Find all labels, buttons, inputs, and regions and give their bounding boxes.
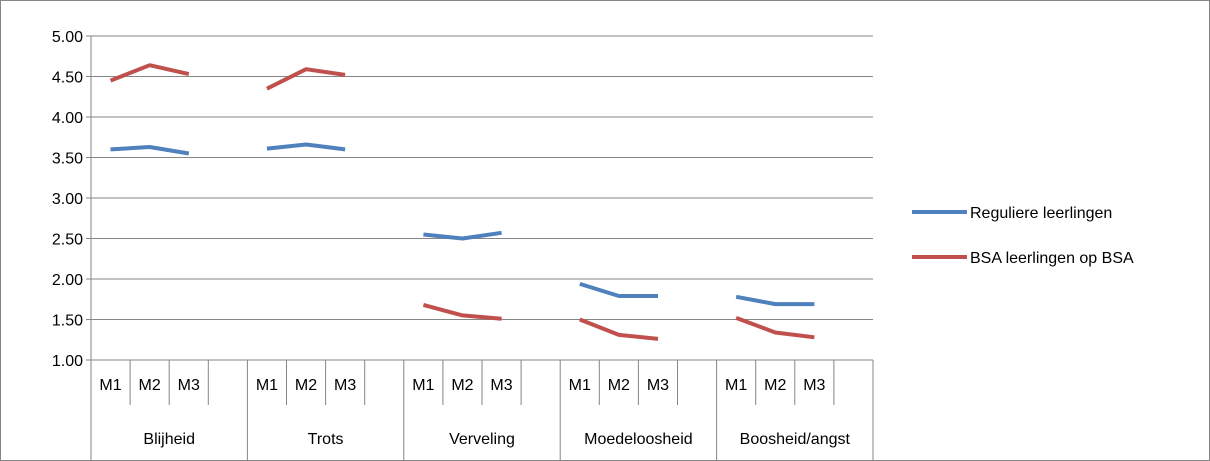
x-group-label: Trots [308,431,344,448]
y-tick-label: 2.00 [52,272,83,289]
x-group-label: Blijheid [143,431,195,448]
series-line-bsa [579,317,659,341]
x-sub-label: M1 [725,377,747,394]
series-line-reguliere [423,230,502,241]
x-sub-label: M1 [412,377,434,394]
x-group-label: Boosheid/angst [740,431,851,448]
series-line-reguliere [735,294,815,307]
series-line-bsa [109,63,190,83]
x-sub-label: M2 [139,377,161,394]
series-line-reguliere [110,145,190,156]
x-sub-label: M1 [569,377,591,394]
y-tick-label: 1.50 [52,313,83,330]
x-sub-label: M3 [647,377,669,394]
legend-label: BSA leerlingen op BSA [970,250,1134,267]
x-sub-label: M2 [608,377,630,394]
x-sub-label: M2 [295,377,317,394]
series-line-bsa [735,316,815,340]
x-group-label: Moedeloosheid [584,431,693,448]
x-sub-label: M1 [99,377,121,394]
x-sub-label: M3 [334,377,356,394]
x-sub-label: M1 [256,377,278,394]
series-line-reguliere [579,281,658,298]
x-sub-label: M2 [451,377,473,394]
y-tick-label: 5.00 [52,29,83,46]
series-line-bsa [422,302,502,321]
x-sub-label: M3 [178,377,200,394]
x-sub-label: M2 [764,377,786,394]
legend-label: Reguliere leerlingen [970,205,1112,222]
y-tick-label: 4.00 [52,110,83,127]
series-line-bsa [266,67,346,91]
x-sub-label: M3 [490,377,512,394]
y-tick-label: 3.00 [52,191,83,208]
x-group-label: Verveling [449,431,515,448]
y-tick-label: 3.50 [52,151,83,168]
y-tick-label: 1.00 [52,353,83,370]
x-sub-label: M3 [803,377,825,394]
y-tick-label: 2.50 [52,232,83,249]
series-line-reguliere [266,142,346,152]
y-tick-label: 4.50 [52,70,83,87]
